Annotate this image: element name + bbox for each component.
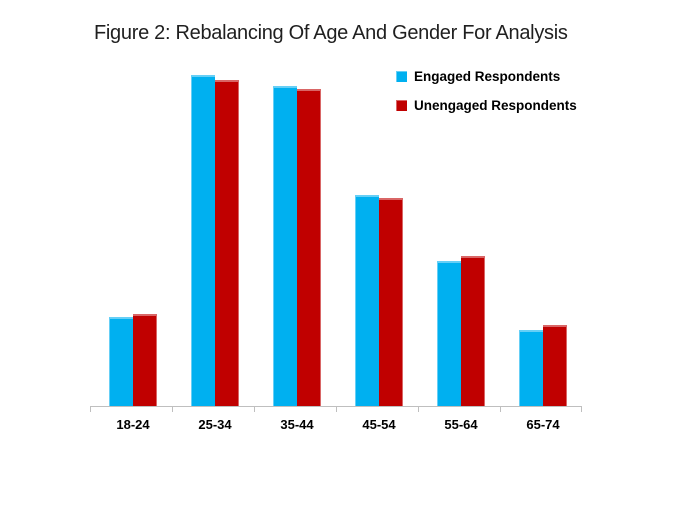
unengaged-bar-35-44: [297, 89, 321, 406]
x-axis-tick: [254, 406, 255, 412]
unengaged-bar-45-54: [379, 198, 403, 406]
plot-area: [90, 53, 582, 412]
x-axis-label-55-64: 55-64: [444, 417, 478, 432]
x-axis-label-45-54: 45-54: [362, 417, 396, 432]
engaged-bar-65-74: [519, 330, 543, 406]
legend-label-unengaged: Unengaged Respondents: [414, 97, 577, 113]
legend-swatch-engaged-icon: [396, 70, 407, 82]
x-axis-tick: [90, 406, 91, 412]
x-axis-label-18-24: 18-24: [116, 417, 150, 432]
x-axis-tick: [418, 406, 419, 412]
engaged-bar-35-44: [273, 86, 297, 406]
legend-swatch-unengaged-icon: [396, 99, 407, 111]
x-axis-label-35-44: 35-44: [280, 417, 314, 432]
legend-item-unengaged: Unengaged Respondents: [396, 97, 577, 113]
legend: Engaged Respondents Unengaged Respondent…: [396, 68, 577, 126]
legend-item-engaged: Engaged Respondents: [396, 68, 577, 84]
engaged-bar-18-24: [109, 317, 133, 406]
unengaged-bar-55-64: [461, 256, 485, 406]
x-axis: 18-24 25-34 35-44 45-54 55-64 65-74: [90, 417, 582, 437]
x-axis-tick: [581, 406, 582, 412]
engaged-bar-25-34: [191, 75, 215, 406]
unengaged-bar-25-34: [215, 80, 239, 406]
engaged-bar-55-64: [437, 261, 461, 406]
x-axis-label-25-34: 25-34: [198, 417, 232, 432]
unengaged-bar-65-74: [543, 325, 567, 406]
chart-title: Figure 2: Rebalancing Of Age And Gender …: [94, 22, 568, 44]
legend-label-engaged: Engaged Respondents: [414, 68, 561, 84]
x-axis-tick: [500, 406, 501, 412]
x-axis-tick: [172, 406, 173, 412]
x-axis-label-65-74: 65-74: [526, 417, 560, 432]
engaged-bar-45-54: [355, 195, 379, 406]
x-axis-tick: [336, 406, 337, 412]
unengaged-bar-18-24: [133, 314, 157, 406]
